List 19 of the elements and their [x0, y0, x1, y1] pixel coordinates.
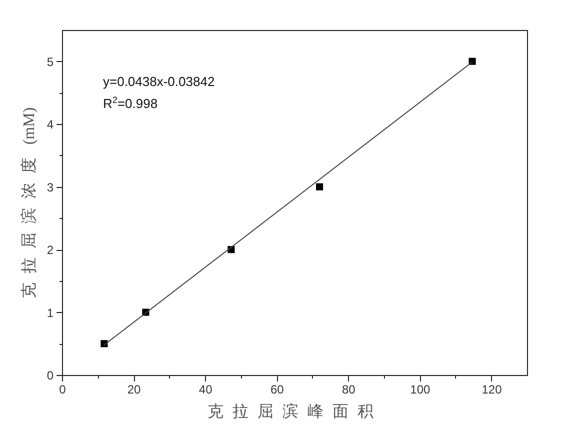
x-tick-label: 0: [59, 382, 66, 396]
annotation: y=0.0438x-0.03842: [103, 74, 215, 89]
y-axis-title: 克拉屈滨浓度 (mM): [20, 107, 38, 299]
annotation: R$^{2}$=0.998: [103, 95, 158, 111]
x-axis-title: 克拉屈滨峰面积: [208, 402, 382, 420]
point: [316, 183, 324, 190]
point: [468, 58, 476, 65]
y-tick-label: 1: [46, 306, 54, 320]
x-tick-label: 120: [482, 382, 502, 396]
x-tick-label: 80: [342, 382, 356, 396]
x-tick-label: 20: [127, 382, 142, 396]
y-tick-label: 2: [46, 243, 54, 258]
y-tick-label: 3: [46, 180, 54, 194]
y-tick-label: 5: [46, 54, 54, 69]
y-tick-label: 4: [46, 118, 54, 132]
x-tick-label: 60: [270, 382, 284, 396]
y-tick-label: 0: [46, 368, 54, 382]
x-tick-label: 40: [198, 382, 213, 396]
x-tick-label: 100: [410, 382, 431, 396]
